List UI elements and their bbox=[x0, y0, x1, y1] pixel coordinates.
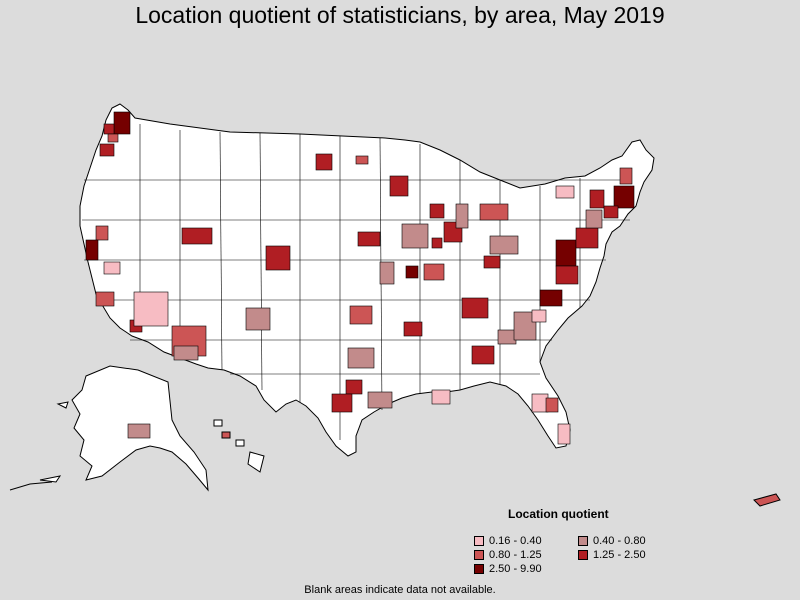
area-portland bbox=[99, 143, 115, 157]
legend-label-4: 1.25 - 2.50 bbox=[593, 549, 646, 561]
area-omaha bbox=[357, 231, 381, 247]
area-ohio bbox=[489, 235, 519, 255]
legend-item-5: 2.50 - 9.90 bbox=[474, 563, 542, 575]
area-alabama bbox=[471, 345, 495, 365]
area-florida-south bbox=[557, 423, 571, 445]
area-san-francisco bbox=[85, 239, 99, 261]
legend-swatch-2 bbox=[578, 536, 588, 546]
area-iowa bbox=[401, 223, 429, 249]
area-madison bbox=[429, 203, 445, 219]
hawaii-island-2 bbox=[221, 431, 231, 439]
area-alaska-south bbox=[127, 423, 151, 439]
area-seattle bbox=[113, 111, 131, 135]
area-nj bbox=[585, 209, 603, 229]
area-salem bbox=[107, 133, 119, 143]
area-texas-north bbox=[347, 347, 375, 369]
alaska-island-2 bbox=[39, 475, 62, 483]
area-kentucky bbox=[483, 255, 501, 269]
area-georgia bbox=[513, 311, 537, 341]
area-ny bbox=[589, 189, 605, 209]
area-charlotte bbox=[531, 309, 547, 323]
area-minneapolis bbox=[389, 175, 409, 197]
legend-label-5: 2.50 - 9.90 bbox=[489, 563, 542, 575]
hawaii-island-4 bbox=[247, 451, 265, 473]
area-kansas bbox=[379, 261, 395, 285]
area-fresno bbox=[103, 261, 121, 275]
area-virginia bbox=[555, 265, 579, 285]
area-houston bbox=[367, 391, 393, 409]
area-denver bbox=[265, 245, 291, 271]
area-rochester bbox=[555, 185, 575, 199]
legend-item-1: 0.16 - 0.40 bbox=[474, 535, 542, 547]
legend-label-3: 0.80 - 1.25 bbox=[489, 549, 542, 561]
legend-swatch-5 bbox=[474, 564, 484, 574]
legend-item-3: 0.80 - 1.25 bbox=[474, 549, 542, 561]
area-dc bbox=[555, 239, 577, 267]
map-title: Location quotient of statisticians, by a… bbox=[135, 2, 665, 28]
footnote: Blank areas indicate data not available. bbox=[304, 584, 496, 596]
area-kc bbox=[405, 265, 419, 279]
area-austin bbox=[345, 379, 363, 395]
legend-label-2: 0.40 - 0.80 bbox=[593, 535, 646, 547]
legend-title: Location quotient bbox=[508, 507, 609, 521]
area-indy bbox=[431, 237, 443, 249]
area-missouri bbox=[423, 263, 445, 281]
area-phoenix bbox=[133, 291, 169, 327]
area-florida-north bbox=[531, 393, 549, 413]
legend-label-1: 0.16 - 0.40 bbox=[489, 535, 542, 547]
legend-swatch-3 bbox=[474, 550, 484, 560]
area-pa bbox=[575, 227, 599, 249]
area-maine bbox=[619, 167, 633, 185]
alaska-island-1 bbox=[56, 401, 69, 409]
legend-swatch-1 bbox=[474, 536, 484, 546]
area-albuquerque bbox=[245, 307, 271, 331]
hawaii-island-1 bbox=[213, 419, 223, 427]
area-carolina bbox=[539, 289, 563, 307]
area-san-antonio bbox=[331, 393, 353, 413]
area-michigan bbox=[479, 203, 509, 221]
area-olympia bbox=[103, 123, 115, 135]
legend-swatch-4 bbox=[578, 550, 588, 560]
shaded-areas bbox=[85, 111, 635, 445]
area-oklahoma bbox=[349, 305, 373, 325]
area-hartford bbox=[603, 205, 619, 219]
legend-item-2: 0.40 - 0.80 bbox=[578, 535, 646, 547]
contiguous-us-outline bbox=[79, 103, 655, 457]
area-florida-mid bbox=[545, 397, 559, 413]
puerto-rico bbox=[753, 493, 781, 507]
area-salt-lake bbox=[181, 227, 213, 245]
area-sw-arizona bbox=[173, 345, 199, 361]
area-sacramento bbox=[95, 225, 109, 241]
area-illinois bbox=[455, 203, 469, 229]
hawaii-island-3 bbox=[235, 439, 245, 447]
area-montana-north bbox=[315, 153, 333, 171]
area-nashville bbox=[461, 297, 489, 319]
area-la-south bbox=[431, 389, 451, 405]
area-atlanta bbox=[497, 329, 517, 345]
legend-item-4: 1.25 - 2.50 bbox=[578, 549, 646, 561]
area-nd bbox=[355, 155, 369, 165]
area-boston bbox=[613, 185, 635, 209]
area-los-angeles bbox=[95, 291, 115, 307]
area-boundaries bbox=[82, 124, 630, 440]
alaska-alutian-chain bbox=[9, 481, 53, 491]
area-dfw bbox=[403, 321, 423, 337]
